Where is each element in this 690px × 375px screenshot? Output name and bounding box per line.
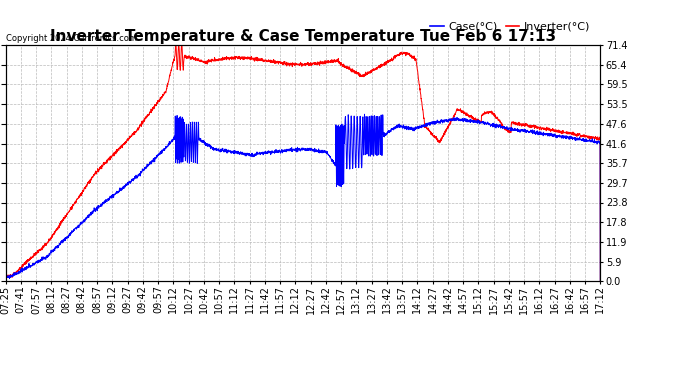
Legend: Case(°C), Inverter(°C): Case(°C), Inverter(°C) [426,18,595,36]
Text: Copyright 2024 Cartronics.com: Copyright 2024 Cartronics.com [6,34,137,43]
Title: Inverter Temperature & Case Temperature Tue Feb 6 17:13: Inverter Temperature & Case Temperature … [50,29,556,44]
